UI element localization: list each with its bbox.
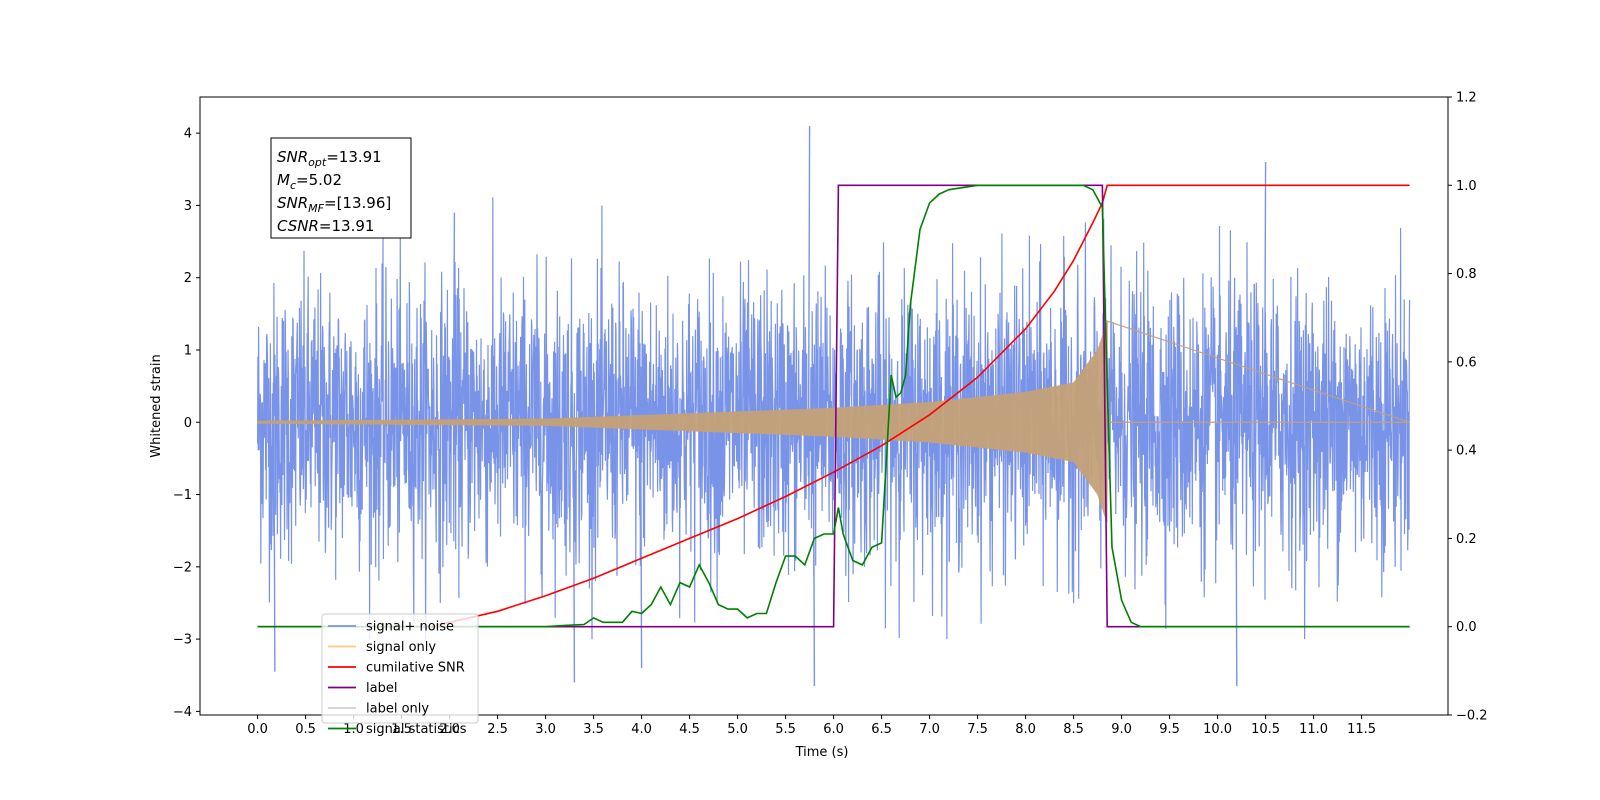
y-right-tick-label: 0.8: [1456, 267, 1477, 282]
x-tick-label: 3.5: [583, 722, 604, 737]
annotation-line-3: CSNR=13.91: [277, 217, 374, 235]
legend-label: cumilative SNR: [366, 661, 465, 676]
x-tick-label: 1.0: [343, 722, 364, 737]
x-tick-label: 8.0: [1015, 722, 1036, 737]
legend-label: label only: [366, 702, 429, 717]
x-tick-label: 5.0: [727, 722, 748, 737]
x-tick-label: 10.5: [1251, 722, 1280, 737]
y-tick-label: 0: [184, 416, 192, 431]
y-right-tick-label: 1.0: [1456, 179, 1477, 194]
x-tick-label: 11.0: [1299, 722, 1328, 737]
y-tick-label: 2: [184, 271, 192, 286]
legend-label: signal+ noise: [366, 620, 454, 635]
noise-peak-4: [1263, 162, 1267, 423]
legend-label: signal only: [366, 640, 436, 655]
annotation-line-0: SNRopt=13.91: [277, 148, 382, 169]
series-cumulative-snr: [430, 184, 1410, 628]
x-tick-label: 10.0: [1203, 722, 1232, 737]
x-tick-label: 11.5: [1347, 722, 1376, 737]
legend-label: signal statistics: [366, 722, 467, 737]
x-tick-label: 4.5: [679, 722, 700, 737]
series-signal-statistics: [257, 184, 1410, 628]
x-tick-label: 3.0: [535, 722, 556, 737]
plot-frame: [199, 96, 1449, 716]
y-right-tick-label: 0.6: [1456, 355, 1477, 370]
noise-peak-6: [639, 422, 643, 669]
y-tick-label: 4: [184, 127, 192, 142]
y-right-tick-label: 0.0: [1456, 620, 1477, 635]
noise-peak-3: [812, 422, 816, 687]
x-tick-label: 0.5: [295, 722, 316, 737]
annotation-frame: [270, 137, 412, 239]
legend-label: label: [366, 681, 397, 696]
y-right-tick-label: 0.2: [1456, 532, 1477, 547]
x-tick-label: 7.0: [919, 722, 940, 737]
plot-area: [257, 125, 1411, 687]
legend-frame: [321, 613, 479, 724]
x-tick-label: 2.0: [439, 722, 460, 737]
x-tick-label: 9.0: [1111, 722, 1132, 737]
y-tick-label: 1: [184, 343, 192, 358]
y-tick-label: 3: [184, 199, 192, 214]
x-tick-label: 4.0: [631, 722, 652, 737]
x-tick-label: 6.5: [871, 722, 892, 737]
y-axis-label: Whitened strain: [149, 354, 164, 457]
y-right-tick-label: 0.4: [1456, 444, 1477, 459]
noise-peak-5: [1235, 422, 1238, 687]
y-tick-label: −3: [173, 633, 192, 648]
y-tick-label: −4: [173, 705, 192, 720]
x-tick-label: 8.5: [1063, 722, 1084, 737]
annotation-line-2: SNRMF=[13.96]: [277, 194, 391, 215]
noise-peak-0: [273, 422, 276, 672]
legend: signal+ noise signal only cumilative SNR la…: [321, 613, 479, 737]
y-right-tick-label: 1.2: [1456, 91, 1477, 106]
axes: 0.0 0.5 1.0 1.5 2.0 2.5 3.0 3.5 4.0 4.5 5.0 5.5 6.0 6…: [173, 91, 1488, 738]
y-tick-label: −2: [173, 560, 192, 575]
noise-peak-2: [807, 125, 811, 423]
y-tick-label: −1: [173, 488, 192, 503]
x-tick-label: 1.5: [391, 722, 412, 737]
x-tick-label: 2.5: [487, 722, 508, 737]
x-tick-label: 0.0: [247, 722, 268, 737]
noise-peak-7: [452, 212, 456, 423]
x-axis-label: Time (s): [795, 745, 849, 760]
x-tick-label: 9.5: [1159, 722, 1180, 737]
x-tick-label: 7.5: [967, 722, 988, 737]
noise-peak-1: [572, 422, 576, 683]
y-right-tick-label: −0.2: [1456, 709, 1488, 724]
annotation-line-1: Mc=5.02: [277, 171, 342, 192]
x-tick-label: 6.0: [823, 722, 844, 737]
x-tick-label: 5.5: [775, 722, 796, 737]
